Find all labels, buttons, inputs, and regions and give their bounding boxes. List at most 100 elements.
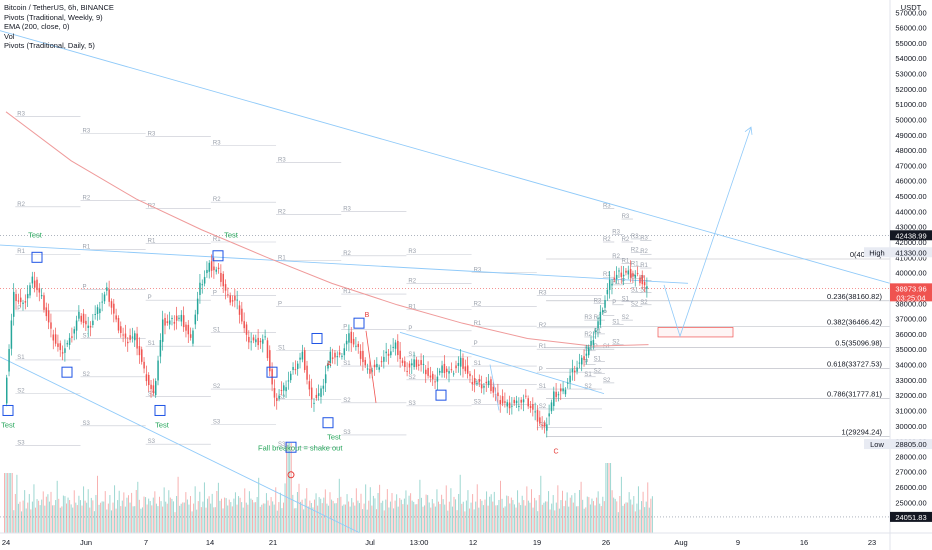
candle-body [343,348,346,356]
candle-body [480,384,483,389]
price-tick-label: 53000.00 [895,70,926,79]
volume-bar [162,506,164,533]
daily-pivot-label: S1 [640,288,648,294]
volume-bar [597,491,599,533]
fib-level-label: 1(29294.24) [842,428,883,437]
volume-bar [605,463,607,533]
volume-bar [67,497,69,533]
candle-body [527,398,529,407]
candle-body [373,364,376,368]
volume-bar [93,511,95,533]
price-tick-label: 56000.00 [895,24,926,33]
volume-bar [613,497,615,533]
volume-bar [552,495,554,533]
candle-body [334,352,336,358]
candlestick-series [6,254,648,438]
volume-bar [565,500,567,533]
down-arrow [365,330,377,403]
volume-bar [379,484,381,533]
price-tick-label: 35000.00 [895,345,926,354]
candle-body [180,314,183,322]
volume-bar [444,504,446,533]
volume-bar [236,504,238,533]
candle-body [222,273,224,287]
time-tick-label: 23 [868,538,876,547]
volume-bar [194,486,196,533]
indicator-daily-pivots[interactable]: Pivots (Traditional, Daily, 5) [4,41,95,50]
price-tag-bg [890,230,932,241]
candle-body [224,284,227,291]
volume-bar [602,496,604,533]
volume-bar [83,486,85,533]
weekly-pivot-label: R3 [17,111,25,117]
symbol-title[interactable]: Bitcoin / TetherUS, 6h, BINANCE [4,3,114,12]
volume-bar [402,504,404,533]
volume-bar [118,490,120,533]
volume-bar [562,490,563,533]
volume-bar [152,497,154,533]
indicator-weekly-pivots[interactable]: Pivots (Traditional, Weekly, 9) [4,12,103,22]
candle-body [562,388,564,392]
volume-bar [320,498,322,533]
candle-body [189,334,192,338]
candle-body [134,333,136,341]
volume-bar [207,498,209,533]
volume-bar [166,503,168,533]
volume-bar [620,476,622,533]
candle-body [12,291,15,317]
volume-bar [16,474,18,533]
candle-body [166,321,169,324]
price-tick-label: 30000.00 [895,422,926,431]
candle-body [336,356,339,358]
candle-body [66,343,69,345]
candle-body [436,376,439,382]
candle-body [608,279,611,290]
volume-bar [76,505,78,533]
candle-body [445,368,448,373]
volume-bar [75,502,77,533]
volume-bar [104,491,106,533]
candle-body [68,337,71,345]
volume-bar [647,482,649,533]
volume-bar [109,495,111,533]
volume-bar [642,491,644,533]
volume-bar [599,503,601,533]
candle-body [420,360,422,365]
volume-bar [355,488,357,533]
candle-body [387,353,390,356]
indicator-volume[interactable]: Vol [4,31,15,41]
volume-bar [225,498,227,533]
volume-bar [501,498,503,533]
daily-pivot-label: S1 [612,320,620,326]
volume-bar [399,498,401,533]
candle-body [511,405,513,407]
candle-body [75,320,78,331]
time-axis[interactable]: 24 Jun 7 14 21 Jul 13:00 12 19 26 Aug 9 16 23 [2,538,876,547]
candle-body [175,315,178,321]
volume-bar [163,487,165,533]
volume-bar [479,499,481,533]
volume-bar [165,501,167,533]
candle-body [208,262,211,272]
marker-box [353,317,365,329]
volume-bar [341,505,343,533]
daily-pivot-label: R3 [584,315,592,321]
volume-bar [199,491,201,533]
daily-pivot-label: R2 [584,332,592,338]
volume-bar [213,507,215,533]
weekly-pivot-label: R1 [17,249,25,255]
indicator-ema[interactable]: EMA (200, close, 0) [4,22,70,31]
weekly-pivot-label: P [408,326,412,332]
volume-bar [431,499,433,533]
candle-body [236,299,238,301]
volume-bar [270,497,272,533]
volume-bar [549,509,551,533]
volume-bar [39,505,41,533]
price-tick-label: 37000.00 [895,315,926,324]
candle-body [96,307,99,314]
target-zone-box [657,327,734,338]
volume-bar [503,507,505,533]
volume-bar [70,504,72,533]
candle-body [643,282,646,286]
